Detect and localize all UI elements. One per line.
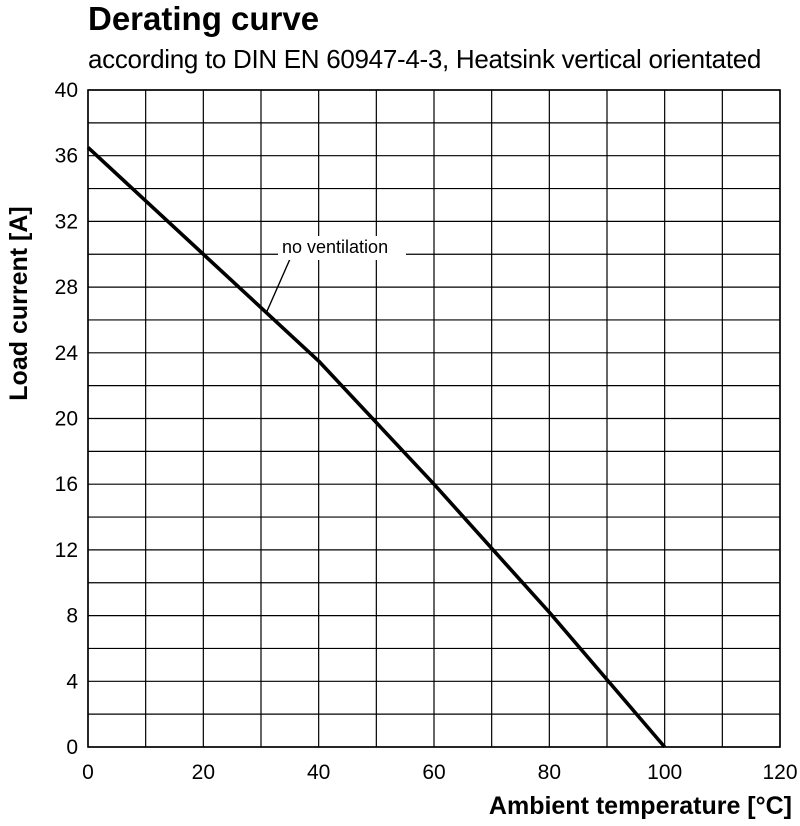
- x-tick-label: 0: [82, 761, 94, 784]
- x-tick-label: 20: [192, 761, 215, 784]
- y-tick-label: 4: [66, 670, 78, 693]
- y-tick-label: 40: [55, 79, 78, 102]
- y-tick-label: 32: [55, 210, 78, 233]
- annotation-label: no ventilation: [282, 237, 388, 257]
- x-tick-label: 100: [647, 761, 682, 784]
- x-tick-label: 80: [538, 761, 561, 784]
- y-axis-label: Load current [A]: [5, 206, 33, 400]
- y-tick-label: 8: [66, 605, 78, 628]
- x-axis-label: Ambient temperature [°C]: [489, 792, 792, 820]
- y-tick-label: 24: [55, 342, 79, 365]
- y-tick-label: 0: [66, 736, 78, 759]
- y-tick-label: 20: [55, 408, 78, 431]
- x-tick-label: 40: [307, 761, 330, 784]
- y-tick-label: 28: [55, 276, 78, 299]
- y-tick-label: 16: [55, 473, 78, 496]
- chart-subtitle: according to DIN EN 60947-4-3, Heatsink …: [88, 44, 762, 74]
- annotation-leader-line: [266, 258, 291, 313]
- series-line-no-ventilation: [86, 146, 667, 749]
- y-tick-label: 12: [55, 539, 78, 562]
- x-tick-label: 120: [762, 761, 797, 784]
- plot-frame: [87, 89, 781, 748]
- y-tick-label: 36: [55, 145, 78, 168]
- annotation-label-background: [278, 236, 406, 260]
- x-tick-label: 60: [422, 761, 445, 784]
- chart-title: Derating curve: [88, 0, 320, 37]
